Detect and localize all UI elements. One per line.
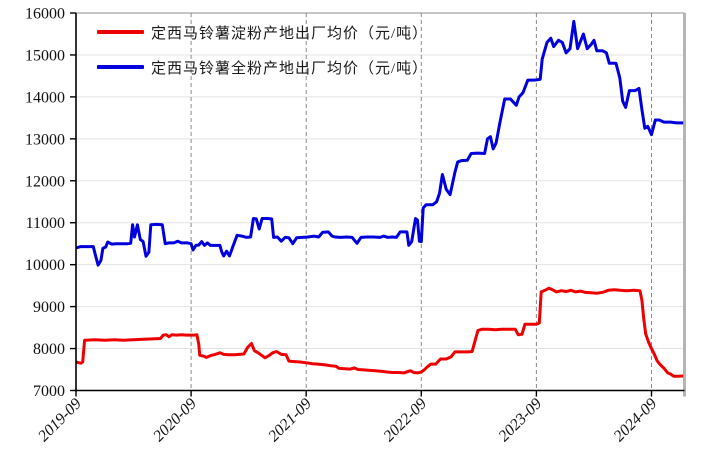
x-tick-label: 2024-09 xyxy=(611,395,661,445)
x-tick-label: 2023-09 xyxy=(495,395,545,445)
y-tick-label: 12000 xyxy=(25,173,65,190)
series-line-starch xyxy=(75,286,684,378)
y-tick-label: 14000 xyxy=(25,89,65,106)
x-tick-label: 2020-09 xyxy=(150,395,200,445)
legend-blue-line-swatch xyxy=(97,65,144,69)
y-tick-label: 10000 xyxy=(25,257,65,274)
y-tick-label: 8000 xyxy=(33,341,65,358)
x-tick-label: 2019-09 xyxy=(35,395,85,445)
legend-item-whole-powder: 定西马铃薯全粉产地出厂均价（元/吨） xyxy=(97,56,428,78)
series-line-whole_powder xyxy=(75,19,684,267)
legend-red-line-swatch xyxy=(97,30,144,34)
legend-item-starch: 定西马铃薯淀粉产地出厂均价（元/吨） xyxy=(97,21,428,43)
y-tick-label: 13000 xyxy=(25,131,65,148)
y-tick-label: 15000 xyxy=(25,47,65,64)
y-tick-label: 16000 xyxy=(25,6,65,23)
chart-legend: 定西马铃薯淀粉产地出厂均价（元/吨） 定西马铃薯全粉产地出厂均价（元/吨） xyxy=(97,21,428,78)
legend-label-whole-powder: 定西马铃薯全粉产地出厂均价（元/吨） xyxy=(151,60,429,77)
x-tick-label: 2021-09 xyxy=(265,395,315,445)
legend-label-starch: 定西马铃薯淀粉产地出厂均价（元/吨） xyxy=(151,25,429,42)
y-tick-label: 9000 xyxy=(33,299,65,316)
x-tick-label: 2022-09 xyxy=(380,395,430,445)
y-tick-label: 7000 xyxy=(33,383,65,400)
y-tick-label: 11000 xyxy=(26,215,65,232)
